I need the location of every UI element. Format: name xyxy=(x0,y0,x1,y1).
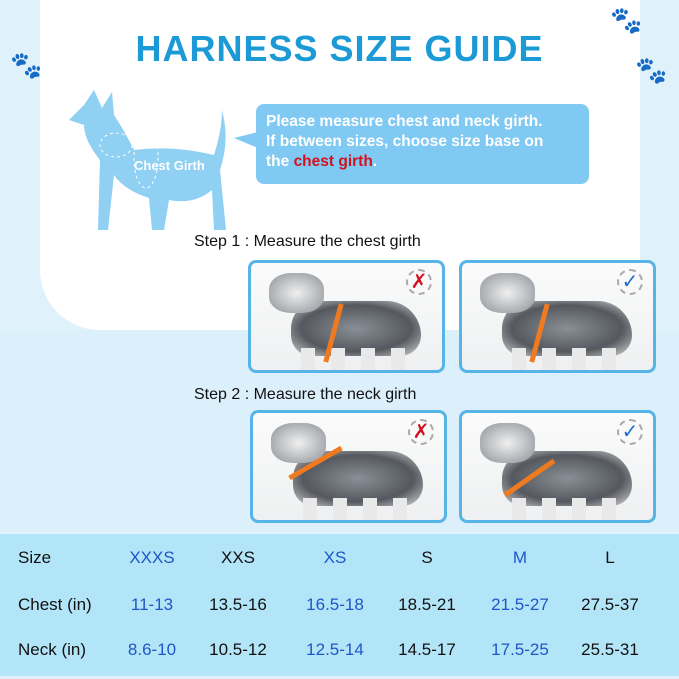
row-label: Neck (in) xyxy=(18,640,87,659)
table-cell: 14.5-17 xyxy=(398,640,456,659)
note-line: the chest girth. xyxy=(266,153,378,170)
check-icon: ✓ xyxy=(617,419,643,445)
row-label: Chest (in) xyxy=(18,595,92,614)
table-cell: M xyxy=(512,548,528,567)
table-cell: S xyxy=(421,548,433,567)
photo-wrong-neck: ✗ xyxy=(250,410,447,523)
table-cell: 17.5-25 xyxy=(491,640,549,659)
photo-correct-neck: ✓ xyxy=(459,410,656,523)
photo-correct-chest: ✓ xyxy=(459,260,656,373)
step-1-label: Step 1 : Measure the chest girth xyxy=(194,233,421,250)
note-line: Please measure chest and neck girth. xyxy=(266,113,543,130)
table-cell: XXS xyxy=(220,548,256,567)
photo-wrong-chest: ✗ xyxy=(248,260,445,373)
dog-silhouette-icon xyxy=(69,90,226,230)
check-icon: ✓ xyxy=(617,269,643,295)
table-cell: 16.5-18 xyxy=(306,595,364,614)
table-cell: 11-13 xyxy=(130,595,174,614)
table-cell: 27.5-37 xyxy=(581,595,639,614)
chest-girth-highlight: chest girth xyxy=(293,153,373,170)
paw-icon: 🐾 xyxy=(635,55,668,85)
paw-icon: 🐾 xyxy=(10,50,43,80)
chest-girth-label: Chest Girth xyxy=(134,158,205,173)
neck-girth-label: Neck Girth xyxy=(132,122,198,137)
step-2-label: Step 2 : Measure the neck girth xyxy=(194,386,417,403)
table-cell: L xyxy=(605,548,615,567)
table-cell: 21.5-27 xyxy=(491,595,549,614)
table-cell: 10.5-12 xyxy=(209,640,267,659)
table-cell: XS xyxy=(323,548,347,567)
note-line: If between sizes, choose size base on xyxy=(266,133,544,150)
table-cell: 8.6-10 xyxy=(127,640,177,659)
table-cell: 25.5-31 xyxy=(581,640,639,659)
table-cell: 18.5-21 xyxy=(398,595,456,614)
cross-icon: ✗ xyxy=(408,419,434,445)
instruction-bubble: Please measure chest and neck girth. If … xyxy=(234,104,589,184)
table-cell: 13.5-16 xyxy=(209,595,267,614)
cross-icon: ✗ xyxy=(406,269,432,295)
table-cell: 12.5-14 xyxy=(306,640,364,659)
row-label: Size xyxy=(18,548,52,567)
page-title: HARNESS SIZE GUIDE xyxy=(135,28,544,69)
table-cell: XXXS xyxy=(129,548,175,567)
size-table xyxy=(0,534,679,676)
paw-icon: 🐾 xyxy=(610,5,643,35)
